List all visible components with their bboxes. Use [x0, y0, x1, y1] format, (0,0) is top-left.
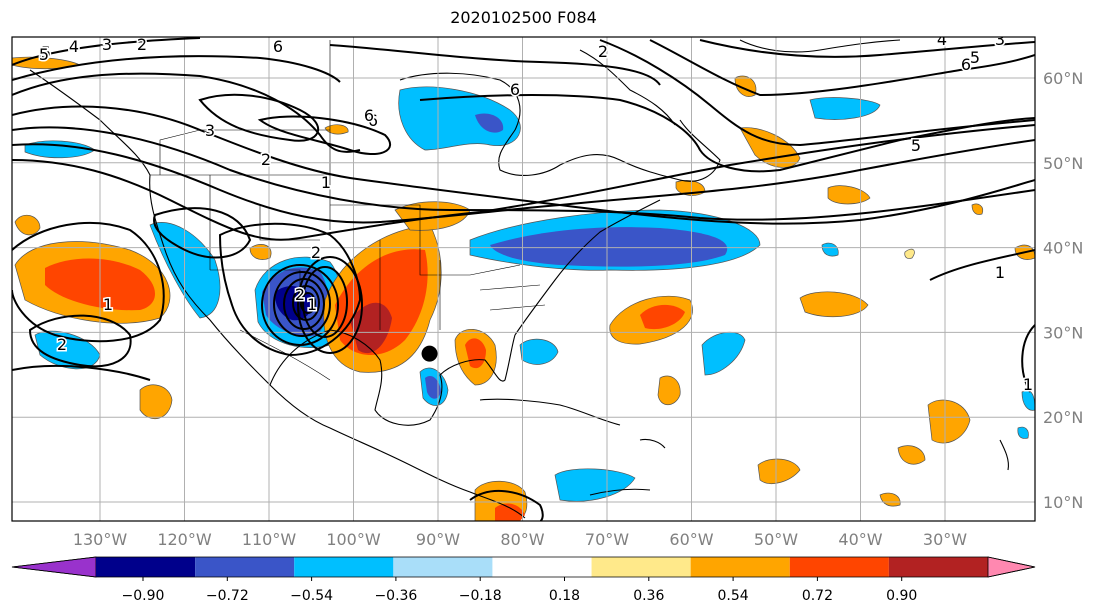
contour-label: 3: [995, 30, 1005, 49]
latitude-label: 30°N: [1043, 323, 1083, 342]
colorbar-tick-label: −0.90: [122, 588, 165, 604]
contour-label: 6: [368, 111, 378, 130]
colorbar-tick-label: −0.54: [290, 588, 333, 604]
colorbar-segment: [888, 557, 988, 577]
contour-label: 6: [510, 80, 520, 99]
longitude-label: 40°W: [838, 530, 882, 549]
contour-label: 4: [69, 37, 79, 56]
contour-label: 3: [101, 35, 111, 54]
contour-label: 3: [205, 121, 215, 140]
height-contours: [12, 37, 1035, 521]
colorbar-tick-label: −0.18: [459, 588, 502, 604]
colorbar-tick-label: 0.54: [718, 588, 749, 604]
longitude-label: 120°W: [157, 530, 212, 549]
colorbar-segment: [96, 557, 196, 577]
latitude-label: 10°N: [1043, 493, 1083, 512]
colorbar-segment: [789, 557, 889, 577]
longitude-label: 70°W: [585, 530, 629, 549]
contour-label: 5: [41, 43, 51, 62]
colorbar: −0.90 −0.72 −0.54 −0.36 −0.18 0.18 0.36 0.54 0.7…: [11, 556, 1036, 604]
colorbar-segment: [195, 557, 295, 577]
contour-label: 2: [295, 285, 305, 304]
colorbar-segment: [294, 557, 394, 577]
colorbar-tick-label: −0.72: [206, 588, 249, 604]
contour-label: 2: [261, 150, 271, 169]
coastlines: [29, 39, 1009, 519]
colorbar-extension-low: [11, 556, 97, 578]
longitude-label: 30°W: [923, 530, 967, 549]
colorbar-tick-label: 0.90: [886, 588, 917, 604]
map-frame: [11, 36, 1036, 522]
contour-label: 5: [970, 48, 980, 67]
contour-label: 1: [995, 263, 1005, 282]
colorbar-tick-label: −0.36: [374, 588, 417, 604]
longitude-labels: 130°W 120°W 110°W 100°W 90°W 80°W 70°W 60°W 50°W…: [73, 530, 967, 549]
contour-label: 1: [321, 173, 331, 192]
contour-label: 2: [598, 42, 608, 61]
contour-label: 6: [364, 106, 374, 125]
contour-label: 2: [311, 243, 321, 262]
storm-center-marker: [421, 345, 438, 362]
colorbar-segment: [393, 557, 493, 577]
contour-label: 4: [937, 30, 947, 49]
contour-label: 1: [307, 295, 317, 314]
colorbar-tick-label: 0.18: [549, 588, 580, 604]
longitude-label: 80°W: [500, 530, 544, 549]
colorbar-segment: [690, 557, 790, 577]
contour-label: 2: [137, 35, 147, 54]
colorbar-tick-label: 0.72: [802, 588, 833, 604]
map-title: 2020102500 F084: [450, 8, 597, 27]
longitude-label: 130°W: [73, 530, 128, 549]
contour-label: 6: [961, 55, 971, 74]
colorbar-extension-high: [987, 556, 1036, 578]
contour-label: 2: [57, 335, 67, 354]
contour-label: 3: [102, 35, 112, 54]
graticule: [12, 37, 1035, 521]
latitude-label: 20°N: [1043, 408, 1083, 427]
longitude-label: 100°W: [326, 530, 381, 549]
colorbar-segment: [492, 557, 592, 577]
colorbar-segment: [591, 557, 691, 577]
longitude-label: 110°W: [242, 530, 297, 549]
contour-label: 1: [1023, 375, 1033, 394]
contour-label: 4: [69, 37, 79, 56]
longitude-label: 60°W: [669, 530, 713, 549]
contour-label: 5: [39, 45, 49, 64]
longitude-label: 50°W: [754, 530, 798, 549]
latitude-labels: 60°N 50°N 40°N 30°N 20°N 10°N: [1043, 69, 1083, 512]
latitude-label: 50°N: [1043, 154, 1083, 173]
latitude-label: 60°N: [1043, 69, 1083, 88]
contour-label: 1: [103, 295, 113, 314]
contour-label: 6: [273, 37, 283, 56]
latitude-label: 40°N: [1043, 239, 1083, 258]
longitude-label: 90°W: [416, 530, 460, 549]
contour-label: 5: [911, 136, 921, 155]
colorbar-tick-label: 0.36: [633, 588, 664, 604]
colorbar-outline: [11, 556, 1036, 578]
